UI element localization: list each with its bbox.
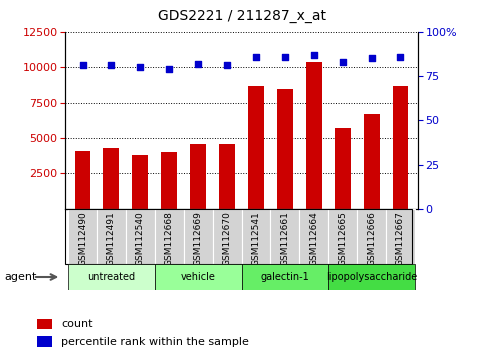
Text: galectin-1: galectin-1 <box>260 272 309 282</box>
Bar <box>270 209 299 264</box>
Text: lipopolysaccharide: lipopolysaccharide <box>326 272 417 282</box>
Bar <box>219 144 235 209</box>
Bar <box>242 209 270 264</box>
Bar <box>328 209 357 264</box>
Text: GSM112541: GSM112541 <box>252 212 260 266</box>
Text: GSM112665: GSM112665 <box>338 212 347 267</box>
Bar <box>393 86 409 209</box>
Point <box>252 54 260 59</box>
Text: percentile rank within the sample: percentile rank within the sample <box>61 337 249 347</box>
Point <box>397 54 404 59</box>
Bar <box>190 144 206 209</box>
Text: untreated: untreated <box>87 272 136 282</box>
Bar <box>242 264 328 290</box>
Text: GSM112490: GSM112490 <box>78 212 87 266</box>
Bar <box>306 62 322 209</box>
Bar <box>103 148 119 209</box>
Bar <box>299 209 328 264</box>
Bar <box>74 151 90 209</box>
Point <box>223 63 231 68</box>
Bar <box>213 209 242 264</box>
Bar <box>155 209 184 264</box>
Bar <box>248 86 264 209</box>
Bar <box>37 336 53 347</box>
Bar <box>155 264 242 290</box>
Point <box>79 63 86 68</box>
Text: GSM112540: GSM112540 <box>136 212 145 266</box>
Bar <box>386 209 415 264</box>
Text: count: count <box>61 319 93 329</box>
Text: GSM112666: GSM112666 <box>367 212 376 267</box>
Point <box>310 52 318 58</box>
Text: GSM112670: GSM112670 <box>223 212 231 267</box>
Bar <box>364 114 380 209</box>
Bar <box>335 128 351 209</box>
Bar <box>132 155 148 209</box>
Text: GSM112491: GSM112491 <box>107 212 116 266</box>
Bar <box>68 264 155 290</box>
Point <box>368 56 375 61</box>
Bar <box>126 209 155 264</box>
Bar <box>328 264 415 290</box>
Point <box>281 54 289 59</box>
Bar <box>357 209 386 264</box>
Text: GSM112669: GSM112669 <box>194 212 203 267</box>
Point <box>108 63 115 68</box>
Text: agent: agent <box>5 272 37 282</box>
Text: GSM112668: GSM112668 <box>165 212 174 267</box>
Point <box>137 64 144 70</box>
Bar <box>161 152 177 209</box>
Text: GDS2221 / 211287_x_at: GDS2221 / 211287_x_at <box>157 9 326 23</box>
Bar <box>277 88 293 209</box>
Point <box>165 66 173 72</box>
Bar <box>37 319 53 329</box>
Point <box>339 59 346 65</box>
Text: GSM112667: GSM112667 <box>396 212 405 267</box>
Point <box>194 61 202 67</box>
Bar <box>97 209 126 264</box>
Bar <box>68 209 97 264</box>
Bar <box>184 209 213 264</box>
Text: GSM112664: GSM112664 <box>309 212 318 266</box>
Text: vehicle: vehicle <box>181 272 215 282</box>
Text: GSM112661: GSM112661 <box>280 212 289 267</box>
